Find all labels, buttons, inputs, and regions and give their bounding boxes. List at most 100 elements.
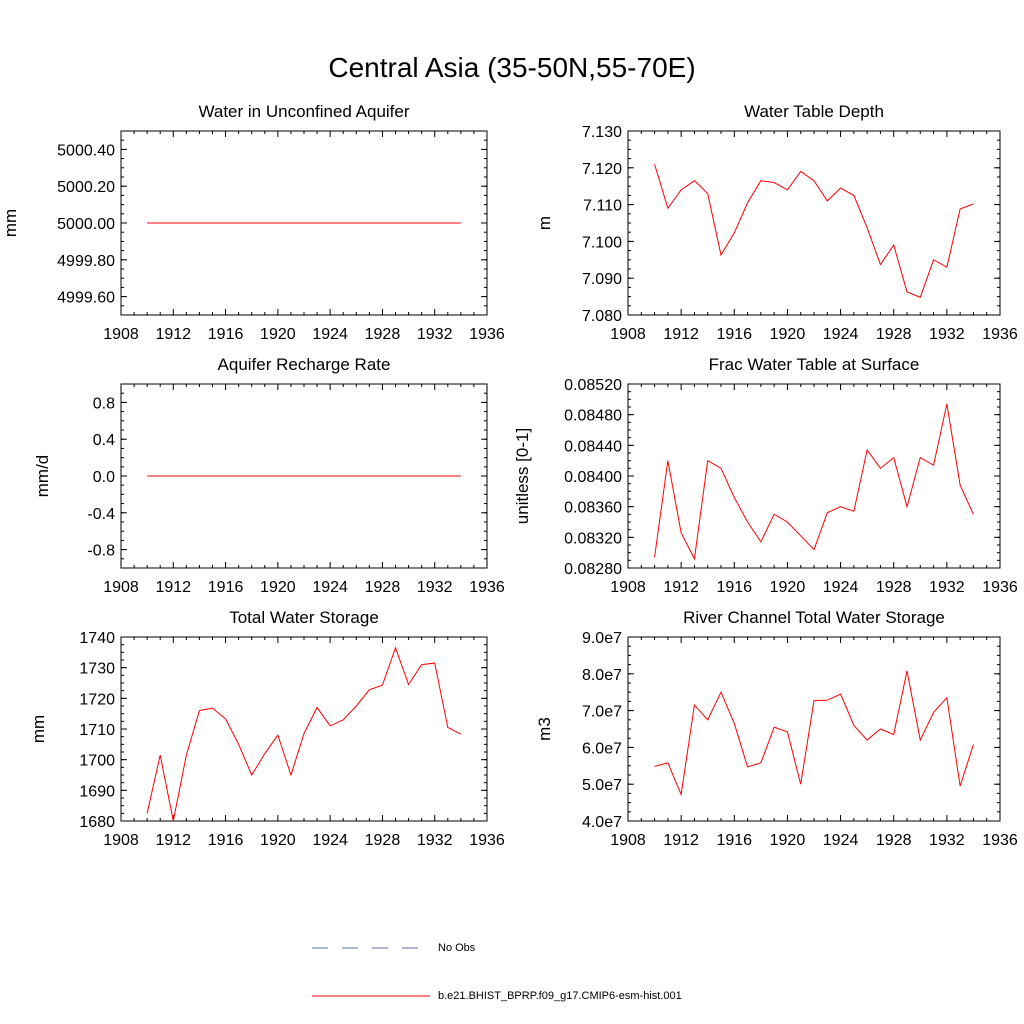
x-tick-label: 1928 xyxy=(365,579,401,596)
panel-title: River Channel Total Water Storage xyxy=(683,608,945,627)
y-tick-label: -0.4 xyxy=(87,506,115,523)
x-tick-label: 1936 xyxy=(982,579,1018,596)
panel-5: 1908 1912 1916 1920 1924 1928 1932 1936 1680 1690… xyxy=(29,608,505,849)
x-tick-label: 1920 xyxy=(770,832,806,849)
panel-4: 1908 1912 1916 1920 1924 1928 1932 1936 0.08280 0… xyxy=(513,355,1018,596)
legend-label-no-obs: No Obs xyxy=(438,942,476,954)
y-axis-label: mm/d xyxy=(33,455,52,498)
y-tick-label: 6.0e7 xyxy=(582,740,622,757)
x-tick-label: 1920 xyxy=(260,326,296,343)
y-tick-label: 1690 xyxy=(79,783,115,800)
y-axis-label: unitless [0-1] xyxy=(513,428,532,524)
y-tick-label: 0.8 xyxy=(93,395,115,412)
x-tick-label: 1924 xyxy=(312,326,348,343)
x-tick-label: 1928 xyxy=(876,579,912,596)
y-tick-label: 1740 xyxy=(79,630,115,647)
x-tick-label: 1932 xyxy=(417,579,453,596)
y-tick-label: 1680 xyxy=(79,814,115,831)
x-tick-label: 1928 xyxy=(876,326,912,343)
y-tick-label: 1710 xyxy=(79,722,115,739)
panel-6: 1908 1912 1916 1920 1924 1928 1932 1936 4.0e7 5.0… xyxy=(535,608,1018,849)
x-tick-label: 1920 xyxy=(260,832,296,849)
y-axis-label: mm xyxy=(1,209,20,237)
series-line xyxy=(654,670,974,797)
x-tick-label: 1932 xyxy=(929,832,965,849)
y-tick-label: 0.08400 xyxy=(564,469,622,486)
x-tick-label: 1924 xyxy=(823,579,859,596)
y-tick-label: 0.4 xyxy=(93,432,115,449)
y-tick-label: 5000.40 xyxy=(57,142,115,159)
x-tick-label: 1916 xyxy=(208,832,244,849)
y-tick-label: 7.090 xyxy=(582,271,622,288)
y-axis-label: m3 xyxy=(535,717,554,741)
y-tick-label: 5.0e7 xyxy=(582,777,622,794)
x-tick-label: 1936 xyxy=(982,326,1018,343)
panel-2: 1908 1912 1916 1920 1924 1928 1932 1936 7.080 7.0… xyxy=(535,102,1018,343)
x-tick-label: 1916 xyxy=(716,326,752,343)
x-tick-label: 1924 xyxy=(823,326,859,343)
x-tick-label: 1908 xyxy=(103,326,139,343)
x-tick-label: 1912 xyxy=(155,579,191,596)
y-tick-label: -0.8 xyxy=(87,543,115,560)
x-tick-label: 1920 xyxy=(770,326,806,343)
y-tick-label: 0.08280 xyxy=(564,561,622,578)
y-tick-label: 7.0e7 xyxy=(582,704,622,721)
x-tick-label: 1928 xyxy=(876,832,912,849)
series-line xyxy=(146,646,462,822)
x-tick-label: 1916 xyxy=(208,326,244,343)
x-tick-label: 1928 xyxy=(365,832,401,849)
x-tick-label: 1916 xyxy=(208,579,244,596)
y-tick-label: 0.0 xyxy=(93,469,115,486)
panel-title: Frac Water Table at Surface xyxy=(709,355,920,374)
panel-3: 1908 1912 1916 1920 1924 1928 1932 1936 -0.8 -0.4… xyxy=(33,355,505,596)
series-line xyxy=(654,163,974,299)
legend-label-model: b.e21.BHIST_BPRP.f09_g17.CMIP6-esm-hist.… xyxy=(438,990,682,1002)
x-tick-label: 1924 xyxy=(312,832,348,849)
x-tick-label: 1916 xyxy=(716,579,752,596)
x-tick-label: 1908 xyxy=(610,579,646,596)
x-tick-label: 1932 xyxy=(417,832,453,849)
x-tick-label: 1908 xyxy=(103,832,139,849)
x-tick-label: 1912 xyxy=(663,579,699,596)
x-tick-label: 1908 xyxy=(610,832,646,849)
x-tick-label: 1912 xyxy=(663,832,699,849)
x-tick-label: 1912 xyxy=(155,832,191,849)
y-tick-label: 4.0e7 xyxy=(582,814,622,831)
y-tick-label: 7.120 xyxy=(582,161,622,178)
y-tick-label: 1730 xyxy=(79,661,115,678)
y-tick-label: 9.0e7 xyxy=(582,630,622,647)
x-tick-label: 1936 xyxy=(469,832,505,849)
x-tick-label: 1924 xyxy=(312,579,348,596)
y-tick-label: 5000.00 xyxy=(57,216,115,233)
panel-title: Water in Unconfined Aquifer xyxy=(198,102,409,121)
x-tick-label: 1912 xyxy=(155,326,191,343)
y-tick-label: 7.110 xyxy=(583,198,622,215)
y-tick-label: 7.130 xyxy=(582,124,622,141)
x-tick-label: 1908 xyxy=(610,326,646,343)
panel-1: 1908 1912 1916 1920 1924 1928 1932 1936 4999.60 4… xyxy=(1,102,505,343)
x-tick-label: 1932 xyxy=(417,326,453,343)
panel-title: Total Water Storage xyxy=(229,608,379,627)
y-tick-label: 8.0e7 xyxy=(582,667,622,684)
series-line xyxy=(654,403,974,561)
y-tick-label: 4999.80 xyxy=(57,253,115,270)
x-tick-label: 1936 xyxy=(982,832,1018,849)
figure-title: Central Asia (35-50N,55-70E) xyxy=(328,52,696,83)
y-tick-label: 0.08480 xyxy=(564,408,622,425)
y-tick-label: 7.100 xyxy=(582,234,622,251)
x-tick-label: 1936 xyxy=(469,579,505,596)
x-tick-label: 1908 xyxy=(103,579,139,596)
y-tick-label: 4999.60 xyxy=(57,290,115,307)
y-tick-label: 0.08520 xyxy=(564,377,622,394)
y-tick-label: 5000.20 xyxy=(57,179,115,196)
y-tick-label: 0.08320 xyxy=(564,530,622,547)
y-axis-label: mm xyxy=(29,715,48,743)
x-tick-label: 1920 xyxy=(260,579,296,596)
x-tick-label: 1920 xyxy=(770,579,806,596)
panel-title: Aquifer Recharge Rate xyxy=(218,355,391,374)
x-tick-label: 1924 xyxy=(823,832,859,849)
y-tick-label: 0.08440 xyxy=(564,438,622,455)
y-axis-label: m xyxy=(535,216,554,230)
